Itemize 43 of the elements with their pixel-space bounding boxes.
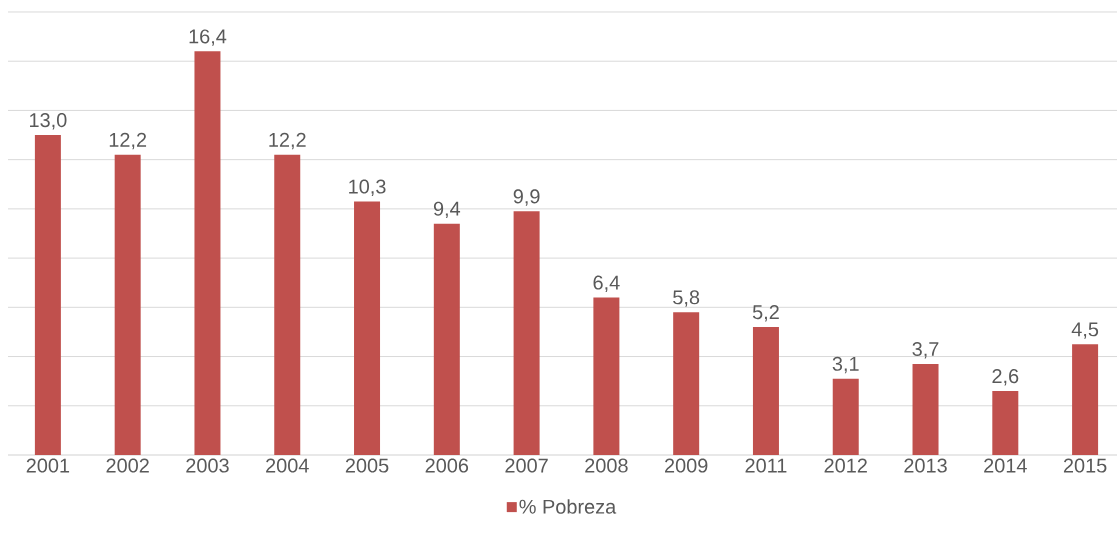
bar — [832, 378, 859, 455]
data-label: 9,4 — [433, 201, 461, 219]
x-tick-label: 2006 — [425, 458, 469, 473]
bar — [433, 223, 460, 455]
bar — [752, 327, 779, 455]
bar — [673, 312, 700, 455]
bar — [1072, 344, 1099, 455]
bar — [593, 297, 620, 455]
x-tick-label: 2004 — [266, 458, 309, 473]
x-tick-label: 2011 — [745, 458, 787, 473]
bar — [354, 201, 381, 455]
x-tick-label: 2002 — [106, 458, 149, 473]
data-label: 16,4 — [189, 29, 227, 46]
bar — [992, 391, 1019, 455]
legend-label: % Pobreza — [519, 499, 617, 514]
x-tick-label: 2001 — [26, 458, 70, 473]
data-label: 4,5 — [1071, 322, 1099, 339]
data-label: 3,1 — [832, 356, 859, 374]
x-tick-label: 2003 — [186, 458, 229, 473]
data-label: 9,9 — [513, 189, 540, 206]
data-label: 13,0 — [30, 113, 67, 130]
data-label: 5,8 — [673, 290, 700, 307]
bar — [194, 51, 221, 455]
data-label: 10,3 — [349, 179, 386, 196]
data-label: 2,6 — [992, 369, 1019, 386]
data-label: 5,2 — [752, 305, 779, 322]
x-tick-label: 2015 — [1063, 458, 1107, 473]
x-tick-label: 2007 — [505, 458, 548, 473]
x-tick-label: 2014 — [984, 458, 1027, 473]
data-label: 12,2 — [269, 132, 306, 150]
data-label: 12,2 — [109, 132, 147, 150]
data-label: 3,7 — [912, 341, 939, 359]
bar — [912, 363, 939, 455]
x-tick-label: 2009 — [665, 458, 708, 473]
bar — [513, 211, 540, 455]
x-tick-label: 2005 — [345, 458, 389, 473]
data-label: 6,4 — [593, 275, 620, 292]
bar — [114, 154, 141, 455]
bar — [34, 135, 61, 455]
x-tick-label: 2008 — [585, 458, 628, 473]
x-tick-label: 2013 — [904, 458, 947, 473]
x-tick-label: 2012 — [824, 458, 867, 473]
bar — [274, 154, 301, 455]
